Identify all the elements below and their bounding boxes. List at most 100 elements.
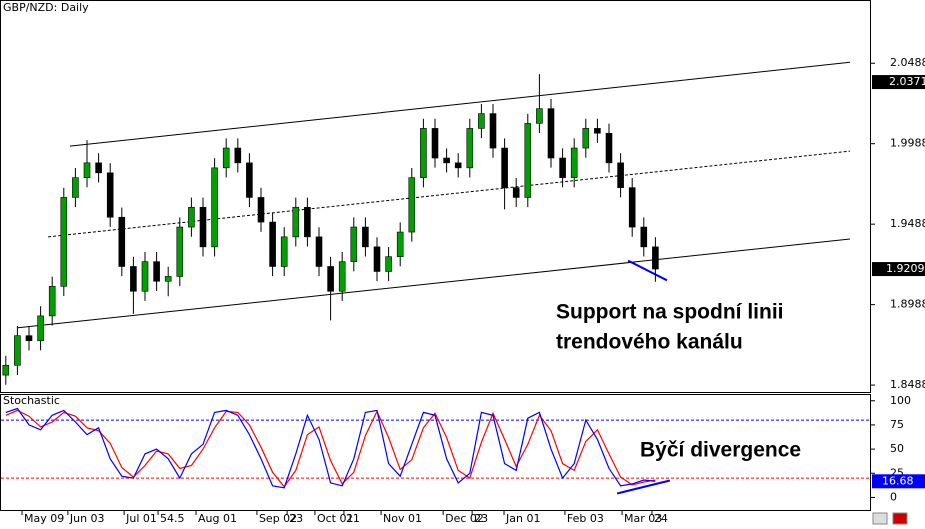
- candle-body: [594, 128, 601, 134]
- candle-body: [37, 315, 44, 341]
- candle-body: [280, 236, 288, 267]
- candle-body: [315, 236, 323, 267]
- y-tick-label: 0: [890, 490, 897, 503]
- current-value-box: [872, 474, 925, 489]
- current-price-label: 1.9209: [886, 262, 925, 275]
- trend-line: [69, 61, 851, 147]
- candle-body: [350, 226, 358, 262]
- candle-body: [512, 187, 520, 198]
- candle-body: [466, 128, 474, 169]
- price-marker: [872, 75, 925, 90]
- candle-body: [628, 187, 636, 228]
- x-tick-label: Jan 01: [505, 512, 540, 525]
- candle-body: [640, 226, 648, 248]
- x-tick-label: Jul 01: [125, 512, 157, 525]
- candle-body: [478, 113, 485, 129]
- candle-body: [106, 172, 114, 218]
- candle-body: [362, 226, 369, 248]
- chart-title: GBP/NZD: Daily: [3, 1, 89, 14]
- candle-body: [605, 132, 613, 164]
- x-tick-label: 54.5: [160, 512, 185, 525]
- candle-body: [72, 177, 79, 198]
- candle-body: [454, 162, 462, 169]
- stochastic-line: [5, 409, 656, 488]
- x-tick-label: Nov 01: [383, 512, 422, 525]
- candle-body: [373, 246, 381, 272]
- candle-body: [292, 206, 300, 238]
- stochastic-line: [5, 407, 656, 489]
- indicator-title: Stochastic: [3, 394, 60, 407]
- scroll-button[interactable]: [872, 512, 888, 525]
- annotation: Support na spodní linii: [556, 301, 783, 324]
- x-tick-label: Aug 01: [198, 512, 237, 525]
- x-tick-label: Sep 02: [259, 512, 297, 525]
- candle-body: [524, 123, 532, 198]
- candle-body: [385, 256, 392, 272]
- price-marker-label: 2.0371: [889, 75, 925, 88]
- current-price-box: [872, 262, 925, 277]
- candle-body: [130, 266, 137, 292]
- candle-body: [153, 261, 160, 282]
- candle-body: [83, 162, 91, 178]
- trend-line: [48, 150, 851, 238]
- candle-body: [269, 221, 276, 267]
- x-tick-label: Dec 02: [445, 512, 484, 525]
- candle-body: [2, 364, 10, 376]
- y-tick-label: 1.9988: [890, 137, 925, 150]
- candle-body: [164, 276, 172, 282]
- trend-line: [627, 259, 668, 282]
- candle-body: [14, 335, 21, 366]
- x-tick-label: Oct 01: [317, 512, 354, 525]
- y-tick-label: 1.8988: [890, 298, 925, 311]
- y-tick-label: 100: [890, 394, 911, 407]
- y-tick-label: 1.8488: [890, 378, 925, 391]
- candle-body: [443, 157, 450, 164]
- x-tick-label: 23: [474, 512, 488, 525]
- x-tick-label: 23: [289, 512, 303, 525]
- candle-body: [420, 128, 427, 178]
- x-tick-label: May 09: [24, 512, 64, 525]
- candle-body: [25, 335, 33, 341]
- candle-body: [431, 128, 439, 159]
- candle-body: [570, 147, 578, 178]
- annotation: trendového kanálu: [556, 331, 743, 354]
- candle-body: [234, 147, 242, 164]
- candle-body: [95, 162, 102, 174]
- candle-body: [60, 197, 68, 287]
- y-tick-label: 2.0488: [890, 56, 925, 69]
- candle-body: [246, 162, 253, 198]
- candle-body: [582, 128, 590, 149]
- candle-body: [617, 162, 624, 188]
- trend-line: [616, 479, 671, 495]
- annotation: Býčí divergence: [640, 439, 801, 462]
- y-tick-label: 75: [890, 418, 904, 431]
- x-tick-label: Mar 03: [624, 512, 662, 525]
- candle-body: [211, 167, 218, 248]
- y-tick-label: 50: [890, 442, 904, 455]
- x-tick-label: Jun 03: [69, 512, 105, 525]
- candle-body: [536, 108, 543, 124]
- candle-body: [176, 226, 184, 277]
- price-panel: [0, 0, 871, 393]
- candle-body: [118, 216, 126, 267]
- candle-body: [257, 197, 265, 223]
- x-tick-label: Feb 03: [567, 512, 604, 525]
- candle-body: [199, 206, 207, 248]
- trend-line: [17, 238, 851, 329]
- x-tick-label: 24: [654, 512, 668, 525]
- candle-body: [547, 108, 555, 159]
- candle-body: [408, 177, 416, 233]
- current-value-label: 16.68: [882, 474, 914, 487]
- candle-body: [141, 261, 149, 292]
- close-button[interactable]: [892, 512, 908, 525]
- candle-body: [501, 147, 508, 188]
- candle-body: [222, 147, 230, 169]
- y-tick-label: 1.9488: [890, 217, 925, 230]
- x-tick-label: 21: [346, 512, 360, 525]
- candle-body: [338, 261, 346, 292]
- candle-body: [652, 246, 659, 270]
- candle-body: [304, 206, 311, 238]
- candle-body: [489, 113, 497, 149]
